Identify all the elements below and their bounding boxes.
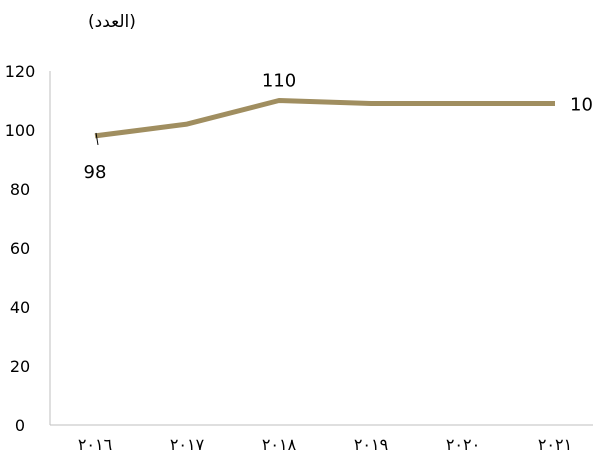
y-tick-label: 20 [10, 357, 30, 376]
x-tick-label: ٢٠١٩ [354, 435, 388, 454]
y-tick-label: 80 [10, 180, 30, 199]
x-tick-label: ٢٠١٦ [78, 435, 112, 454]
x-axis-ticks: ٢٠١٦ ٢٠١٧ ٢٠١٨ ٢٠١٩ ٢٠٢٠ ٢٠٢١ [78, 435, 572, 454]
data-labels: 98 110 109 [84, 71, 593, 183]
x-tick-label: ٢٠١٨ [262, 435, 297, 454]
x-tick-label: ٢٠٢٠ [446, 435, 480, 454]
y-tick-label: 40 [10, 298, 30, 317]
unit-label: (العدد) [88, 12, 136, 32]
series-lines [94, 98, 555, 139]
y-tick-label: 100 [5, 121, 36, 140]
x-tick-label: ٢٠١٧ [170, 435, 205, 454]
data-label: 98 [84, 162, 107, 183]
series-line [94, 98, 555, 139]
y-axis-ticks: 0 20 40 60 80 100 120 [5, 62, 36, 435]
data-label: 109 [570, 94, 593, 115]
y-tick-label: 120 [5, 62, 36, 81]
y-tick-label: 0 [15, 416, 25, 435]
data-label: 110 [262, 71, 296, 92]
data-label-leader [95, 132, 99, 145]
x-tick-label: ٢٠٢١ [538, 435, 572, 454]
y-tick-label: 60 [10, 239, 30, 258]
